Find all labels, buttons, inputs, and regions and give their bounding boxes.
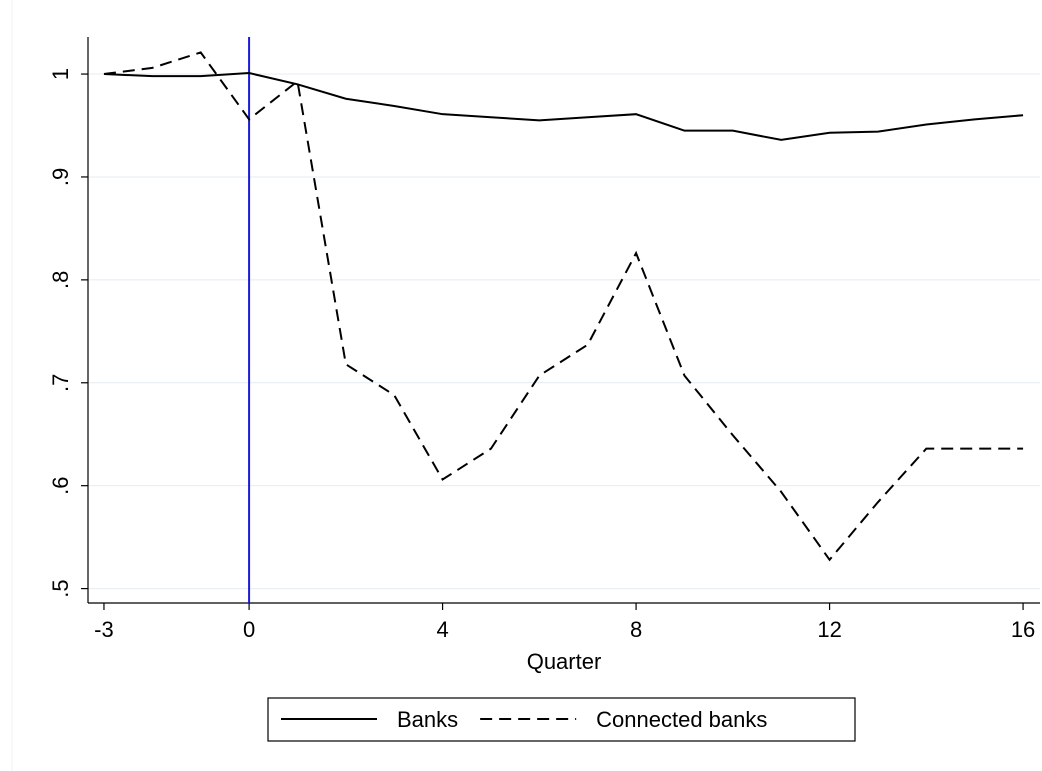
series-line — [103, 72, 1024, 141]
y-tick-label: 1 — [48, 68, 73, 80]
x-tick-label: 8 — [630, 617, 642, 642]
y-tick-label: .5 — [48, 579, 73, 597]
series-line — [103, 51, 1024, 562]
legend-label: Connected banks — [596, 707, 767, 732]
x-axis-label: Quarter — [527, 649, 602, 674]
x-tick-label: 12 — [817, 617, 841, 642]
x-tick-label: 4 — [436, 617, 448, 642]
x-tick-label: 16 — [1011, 617, 1035, 642]
y-tick-label: .6 — [48, 477, 73, 495]
legend-label: Banks — [397, 707, 458, 732]
x-tick-label: -3 — [94, 617, 114, 642]
x-tick-label: 0 — [243, 617, 255, 642]
y-tick-label: .9 — [48, 168, 73, 186]
y-tick-label: .8 — [48, 271, 73, 289]
y-tick-label: .7 — [48, 374, 73, 392]
